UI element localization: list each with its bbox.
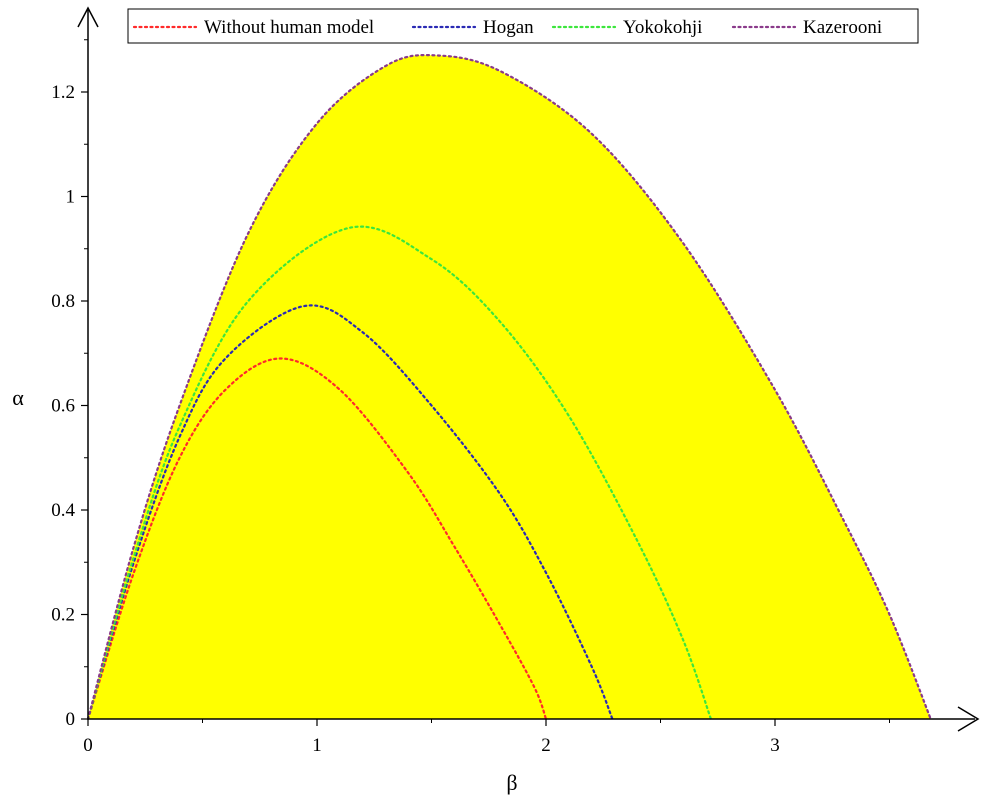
legend-label-2: Yokokohji — [623, 17, 702, 38]
series-line-3 — [86, 54, 932, 721]
x-tick-label-2: 2 — [541, 735, 551, 756]
y-tick-label-6: 1.2 — [51, 82, 75, 103]
x-tick-label-1: 1 — [312, 735, 322, 756]
x-tick-label-3: 3 — [770, 735, 780, 756]
y-tick-label-0: 0 — [66, 709, 76, 730]
x-tick-label-0: 0 — [83, 735, 93, 756]
legend-box — [127, 8, 919, 44]
legend-label-3: Kazerooni — [803, 17, 882, 38]
series-line-2 — [86, 225, 712, 721]
axes — [77, 6, 980, 732]
ticks: 0 1 2 3 0 0.2 0.4 0.6 0.8 1 1.2 — [51, 39, 890, 756]
legend: Without human model Hogan Yokokohji Kazeroo… — [127, 8, 919, 44]
x-axis-arrow-icon — [957, 706, 980, 732]
legend-label-1: Hogan — [483, 17, 534, 38]
x-axis-title: β — [506, 770, 517, 795]
y-tick-label-4: 0.8 — [51, 291, 75, 312]
legend-label-0: Without human model — [204, 17, 374, 38]
series-line-0 — [86, 357, 548, 721]
y-axis-arrow-icon — [77, 6, 99, 28]
y-axis-title: α — [12, 385, 24, 410]
y-tick-label-2: 0.4 — [51, 500, 75, 521]
y-tick-label-3: 0.6 — [51, 396, 75, 417]
y-tick-label-5: 1 — [66, 187, 76, 208]
fill-region — [88, 55, 931, 720]
series-line-1 — [86, 304, 614, 721]
series-layer — [86, 54, 932, 721]
stability-region-fill — [88, 55, 931, 720]
y-tick-label-1: 0.2 — [51, 605, 75, 626]
